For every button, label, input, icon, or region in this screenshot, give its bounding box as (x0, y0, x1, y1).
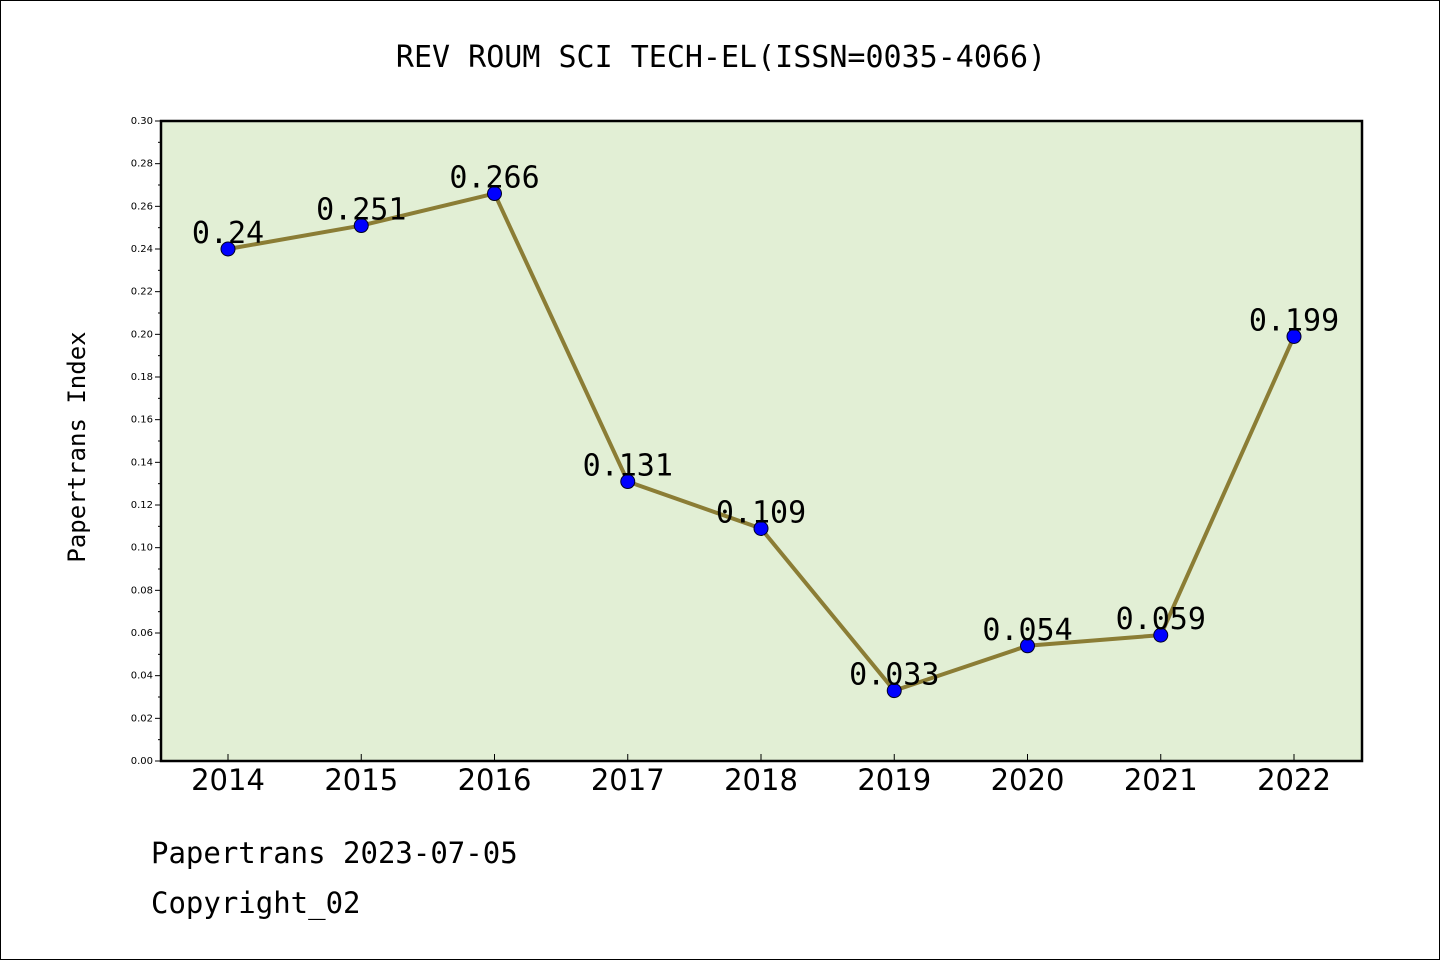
y-tick-label: 0.28 (131, 159, 153, 170)
y-tick-label: 0.04 (131, 671, 153, 682)
data-point (487, 186, 502, 202)
data-label: 0.266 (449, 161, 539, 196)
y-tick-label: 0.22 (131, 287, 153, 298)
data-markers (220, 186, 1302, 699)
y-tick-label: 0.10 (131, 543, 153, 554)
y-tick-label: 0.18 (131, 372, 153, 383)
x-tick-label: 2022 (1257, 763, 1331, 797)
chart-title: REV ROUM SCI TECH-EL(ISSN=0035-4066) (396, 40, 1046, 75)
data-label: 0.033 (849, 658, 939, 693)
y-tick-label: 0.26 (131, 201, 153, 212)
data-label: 0.059 (1116, 602, 1206, 637)
y-tick-label: 0.24 (131, 244, 153, 255)
data-labels: 0.24 0.251 0.266 0.131 0.109 0.033 0.054 0.059 0… (192, 161, 1339, 693)
y-tick-label: 0.02 (131, 713, 153, 724)
y-tick-label: 0.16 (131, 415, 153, 426)
y-tick-label: 0.30 (131, 116, 153, 127)
y-axis-label: Papertrans Index (63, 331, 91, 562)
y-tick-label: 0.06 (131, 628, 153, 639)
data-point (1153, 627, 1169, 643)
x-tick-label: 2020 (991, 763, 1065, 797)
y-tick-label: 0.12 (131, 500, 153, 511)
data-point (220, 241, 236, 257)
y-tick-label: 0.00 (131, 756, 153, 767)
data-point (353, 218, 369, 234)
y-tick-label: 0.14 (131, 457, 153, 468)
data-label: 0.24 (192, 216, 264, 251)
data-label: 0.199 (1249, 303, 1339, 338)
y-tick-label: 0.08 (131, 585, 153, 596)
x-tick-label: 2018 (724, 763, 798, 797)
x-tick-label: 2015 (324, 763, 398, 797)
x-axis: 2014 2015 2016 2017 2018 2019 2020 2021 2022 (191, 754, 1331, 797)
footer-copyright: Copyright_02 (151, 886, 361, 920)
data-point (886, 683, 902, 699)
data-point (753, 520, 769, 536)
data-point (1020, 638, 1035, 654)
y-tick-label: 0.20 (131, 329, 153, 340)
x-tick-label: 2017 (591, 763, 665, 797)
data-label: 0.131 (583, 449, 673, 484)
data-point (1286, 328, 1302, 344)
data-label: 0.109 (716, 495, 806, 530)
x-tick-label: 2021 (1124, 763, 1198, 797)
x-tick-label: 2019 (857, 763, 931, 797)
footer-date: Papertrans 2023-07-05 (151, 836, 518, 870)
data-point (620, 474, 636, 490)
data-label: 0.054 (982, 613, 1072, 648)
x-tick-label: 2016 (458, 763, 532, 797)
data-label: 0.251 (316, 193, 406, 228)
y-axis: 0.00 0.02 0.04 0.06 0.08 0.10 0.12 0.14 0.16 0.18… (131, 116, 161, 767)
x-tick-label: 2014 (191, 763, 265, 797)
